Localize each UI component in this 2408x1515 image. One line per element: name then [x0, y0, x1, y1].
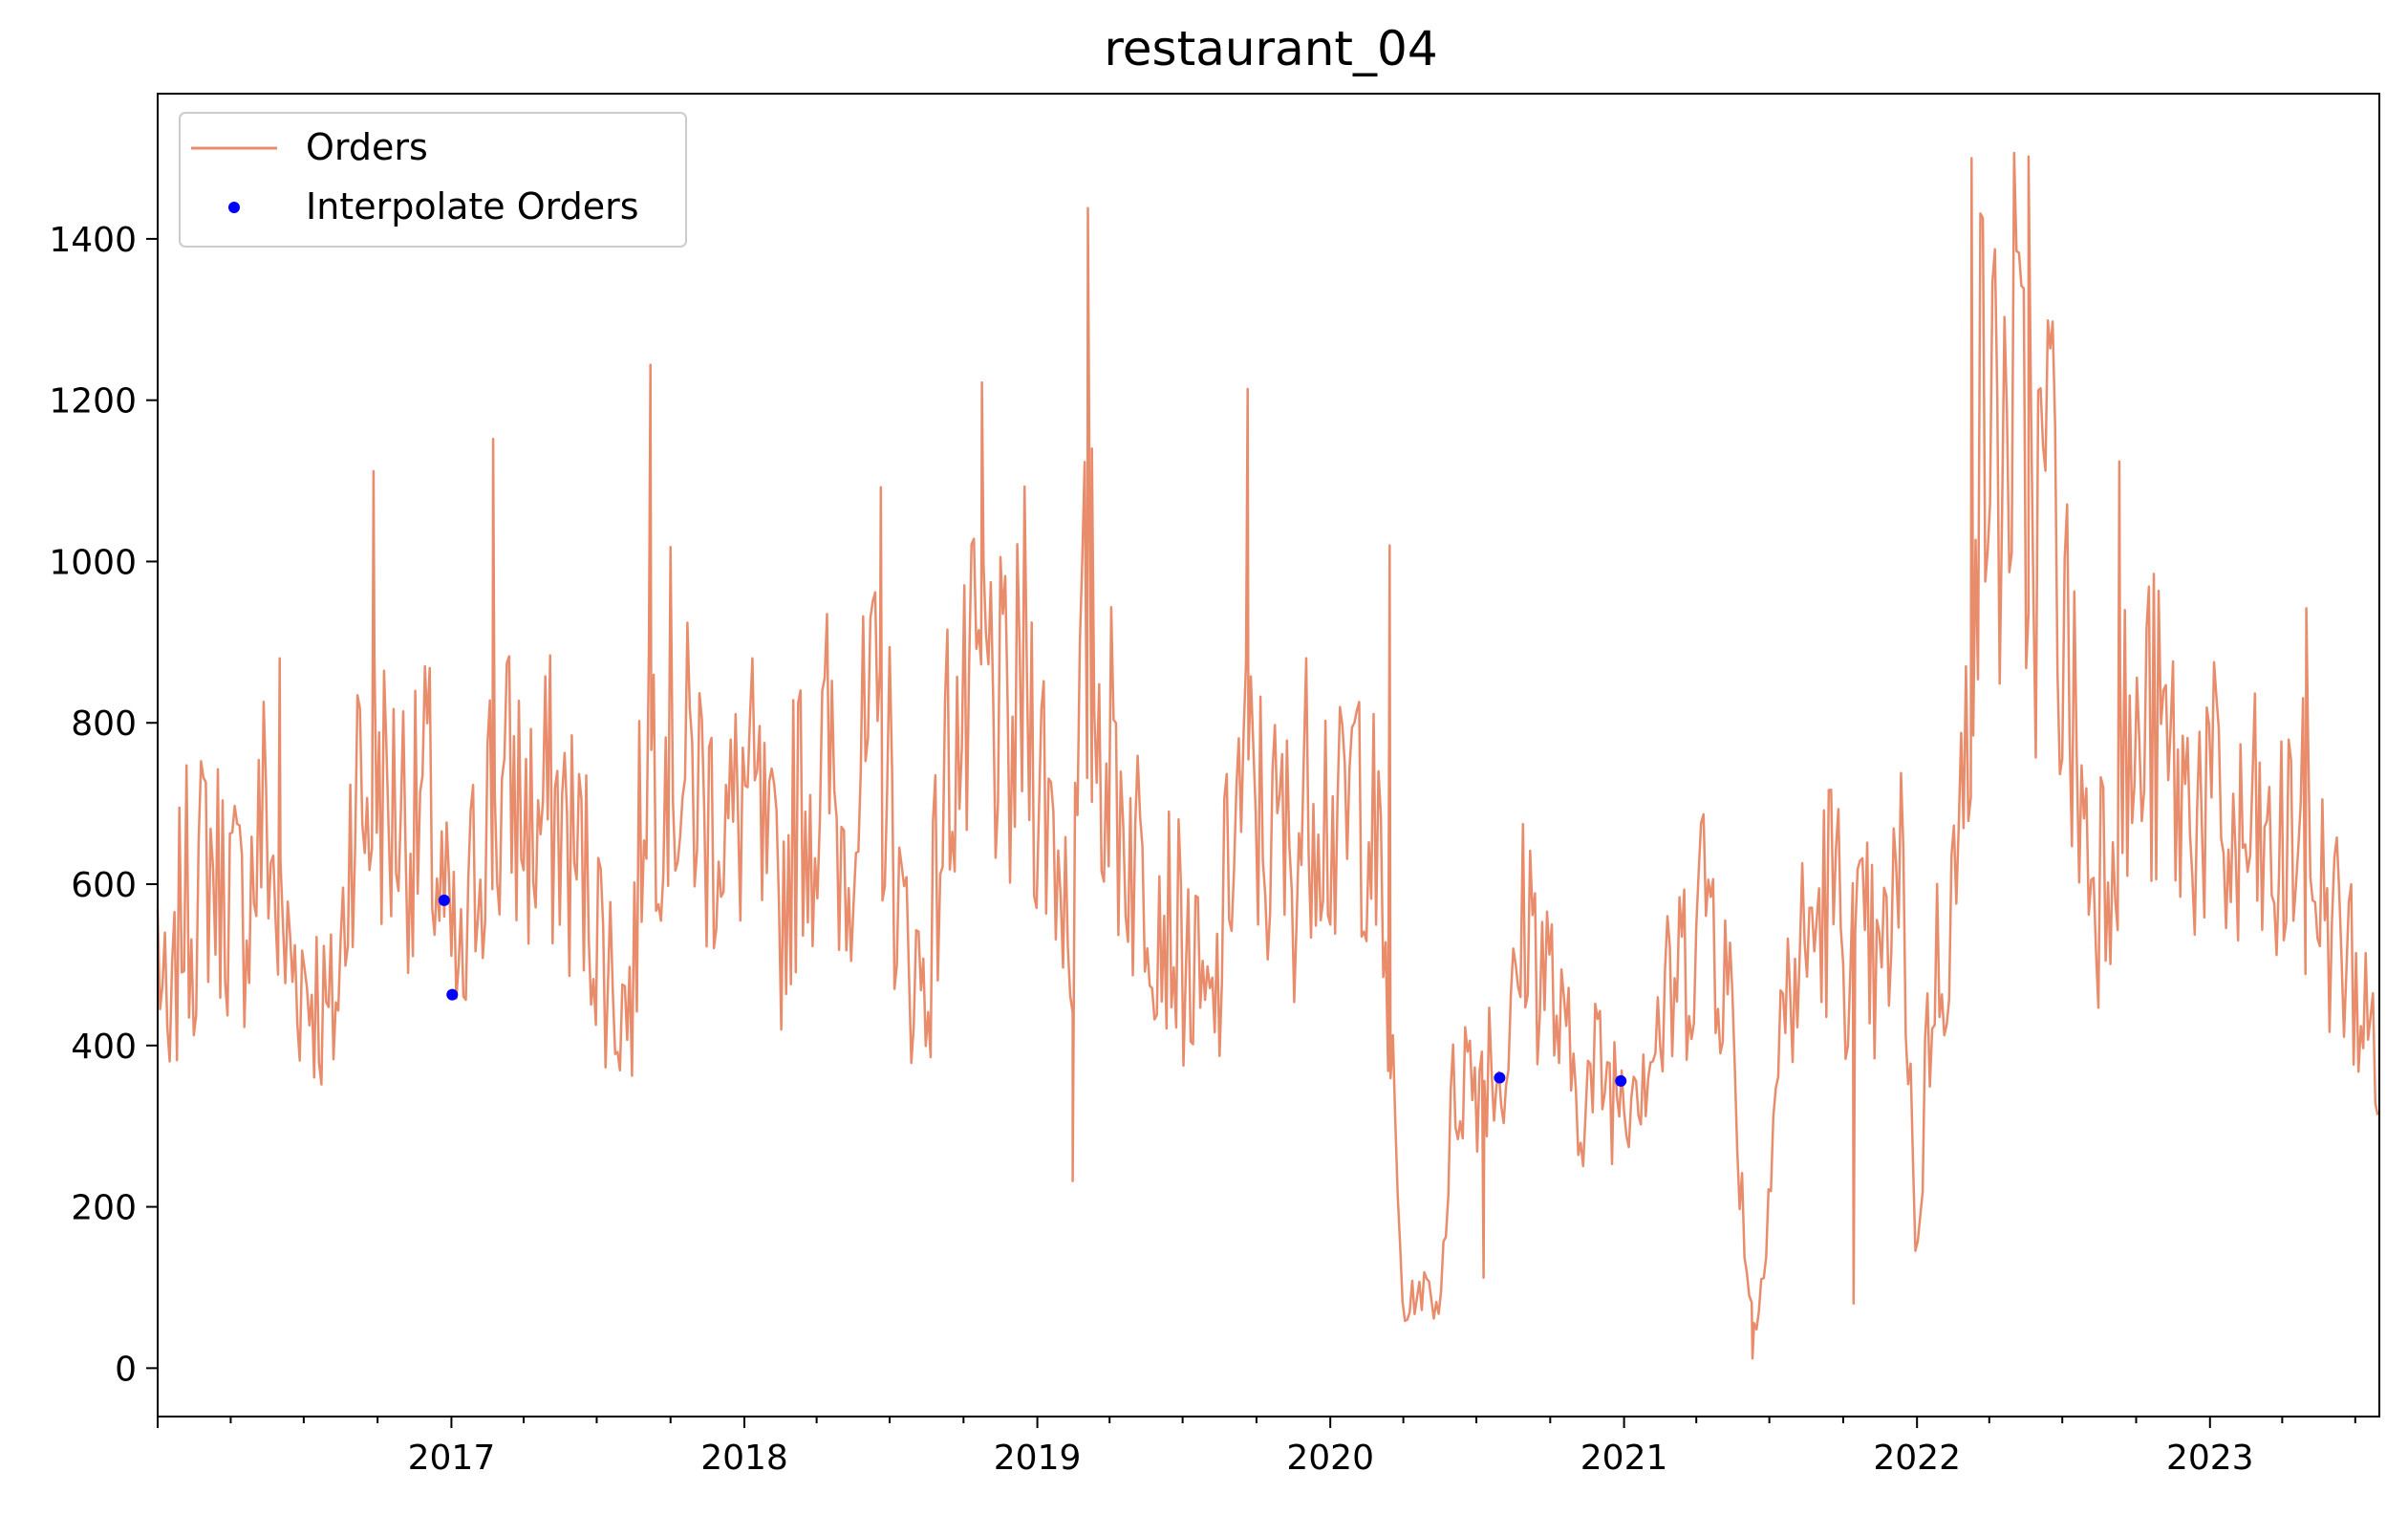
x-tick-label: 2019	[994, 1439, 1082, 1478]
y-tick-label: 1000	[49, 543, 137, 582]
x-axis: 2017 2018 2019 2020 2021 2022 2023	[157, 1417, 2356, 1478]
x-tick-label: 2017	[408, 1439, 496, 1478]
legend-box	[179, 112, 687, 248]
y-tick-label: 200	[71, 1189, 137, 1228]
y-axis: 0 200 400 600 800 1000 1200 1400	[49, 221, 158, 1389]
plot-frame	[157, 93, 2380, 1418]
y-tick-label: 800	[71, 704, 137, 744]
legend: Orders Interpolate Orders	[179, 112, 687, 248]
interpolate-point	[1615, 1074, 1627, 1087]
series-layer	[156, 151, 2379, 1360]
legend-interpolate-label: Interpolate Orders	[306, 185, 639, 227]
y-tick-label: 600	[71, 866, 137, 905]
x-tick-label: 2020	[1286, 1439, 1374, 1478]
legend-interpolate-swatch	[228, 202, 240, 213]
chart-title: restaurant_04	[1104, 21, 1437, 76]
x-tick-label: 2023	[2166, 1439, 2254, 1478]
interpolate-point	[446, 988, 459, 1001]
x-tick-label: 2021	[1580, 1439, 1668, 1478]
x-tick-label: 2018	[700, 1439, 788, 1478]
legend-orders-label: Orders	[306, 126, 428, 168]
y-tick-label: 1400	[49, 221, 137, 260]
y-tick-label: 1200	[49, 382, 137, 422]
interpolate-point	[438, 894, 450, 906]
y-tick-label: 0	[115, 1350, 137, 1389]
y-tick-label: 400	[71, 1028, 137, 1067]
x-tick-label: 2022	[1873, 1439, 1961, 1478]
interpolate-point	[1494, 1071, 1506, 1084]
orders-series-line	[156, 151, 2379, 1360]
